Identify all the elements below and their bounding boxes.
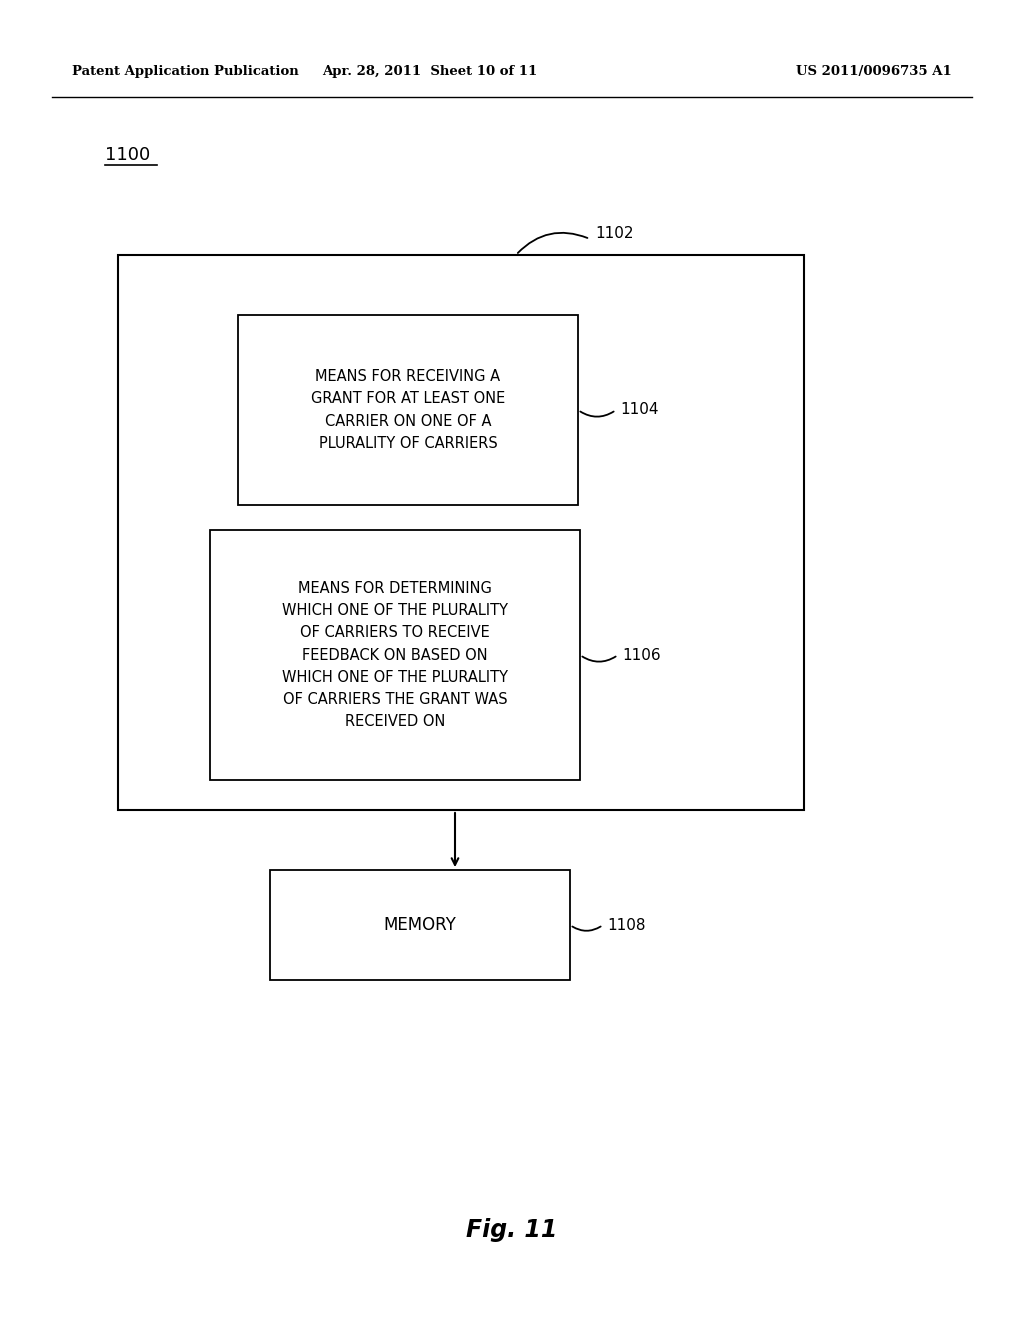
Text: 1104: 1104 xyxy=(620,403,658,417)
Text: MEMORY: MEMORY xyxy=(384,916,457,935)
Text: Apr. 28, 2011  Sheet 10 of 11: Apr. 28, 2011 Sheet 10 of 11 xyxy=(323,66,538,78)
Bar xyxy=(238,315,578,506)
Text: MEANS FOR DETERMINING
WHICH ONE OF THE PLURALITY
OF CARRIERS TO RECEIVE
FEEDBACK: MEANS FOR DETERMINING WHICH ONE OF THE P… xyxy=(282,581,508,729)
Text: MEANS FOR RECEIVING A
GRANT FOR AT LEAST ONE
CARRIER ON ONE OF A
PLURALITY OF CA: MEANS FOR RECEIVING A GRANT FOR AT LEAST… xyxy=(311,370,505,451)
Bar xyxy=(270,870,570,979)
Text: US 2011/0096735 A1: US 2011/0096735 A1 xyxy=(797,66,952,78)
Text: 1102: 1102 xyxy=(595,226,634,240)
Bar xyxy=(118,255,804,810)
Text: 1108: 1108 xyxy=(607,917,645,932)
Bar xyxy=(210,531,580,780)
Text: Fig. 11: Fig. 11 xyxy=(466,1218,558,1242)
Text: 1100: 1100 xyxy=(105,147,151,164)
Text: 1106: 1106 xyxy=(622,648,660,663)
Text: Patent Application Publication: Patent Application Publication xyxy=(72,66,299,78)
